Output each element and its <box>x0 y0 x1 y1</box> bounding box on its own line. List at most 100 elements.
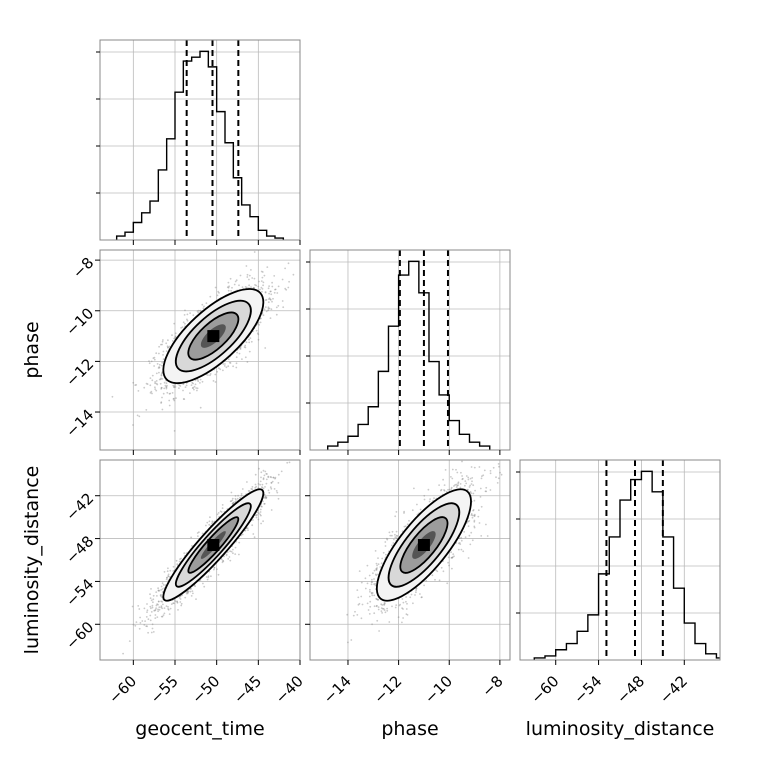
sample-point <box>138 627 141 630</box>
sample-point <box>186 592 189 595</box>
sample-point <box>159 382 162 385</box>
sample-point <box>263 274 266 277</box>
sample-point <box>294 456 296 458</box>
sample-point <box>257 323 259 325</box>
sample-point <box>268 285 270 287</box>
sample-point <box>145 616 148 618</box>
sample-point <box>267 301 270 304</box>
sample-point <box>145 409 148 411</box>
sample-point <box>197 311 200 314</box>
sample-point <box>229 559 232 562</box>
sample-point <box>206 578 209 581</box>
sample-point <box>180 557 183 560</box>
sample-point <box>166 570 169 573</box>
sample-point <box>274 477 276 480</box>
sample-point <box>247 529 249 531</box>
sample-point <box>146 603 148 605</box>
sample-point <box>260 522 262 525</box>
sample-point <box>160 388 163 390</box>
sample-point <box>269 317 272 319</box>
sample-point <box>207 575 210 578</box>
sample-point <box>192 382 195 385</box>
sample-point <box>192 314 195 317</box>
sample-point <box>165 605 168 607</box>
sample-point <box>250 269 252 271</box>
sample-point <box>227 286 230 289</box>
sample-point <box>165 382 168 385</box>
sample-point <box>184 386 187 388</box>
sample-point <box>238 541 241 544</box>
sample-point <box>261 505 263 508</box>
sample-point <box>156 363 159 365</box>
sample-point <box>262 469 265 472</box>
sample-point <box>197 309 200 312</box>
sample-point <box>277 482 280 484</box>
sample-point <box>253 277 256 280</box>
sample-point <box>187 590 190 593</box>
sample-point <box>239 496 242 499</box>
sample-point <box>153 609 156 612</box>
sample-point <box>161 615 164 618</box>
sample-point <box>143 607 146 610</box>
sample-point <box>111 395 114 398</box>
sample-point <box>149 377 152 379</box>
sample-point <box>175 397 177 399</box>
sample-point <box>270 308 273 311</box>
sample-point <box>259 321 262 324</box>
sample-point <box>263 474 266 477</box>
sample-point <box>196 532 199 534</box>
sample-point <box>155 372 158 375</box>
sample-point <box>263 308 266 311</box>
sample-point <box>172 384 175 387</box>
sample-point <box>153 365 156 367</box>
sample-point <box>164 384 167 387</box>
sample-point <box>230 290 233 292</box>
sample-point <box>157 608 159 611</box>
sample-point <box>255 284 258 287</box>
sample-point <box>259 480 262 483</box>
sample-point <box>216 568 218 571</box>
sample-point <box>230 491 233 494</box>
sample-point <box>160 372 163 375</box>
sample-point <box>150 390 153 393</box>
sample-point <box>263 493 266 496</box>
sample-point <box>147 631 150 634</box>
sample-point <box>292 273 295 276</box>
sample-point <box>266 266 269 268</box>
sample-point <box>213 566 216 569</box>
sample-point <box>227 365 230 368</box>
sample-point <box>155 352 158 355</box>
sample-point <box>145 625 148 627</box>
sample-point <box>191 381 194 384</box>
sample-point <box>288 461 291 464</box>
sample-point <box>191 387 194 389</box>
sample-point <box>248 284 251 287</box>
sample-point <box>192 386 195 389</box>
sample-point <box>246 273 249 276</box>
sample-point <box>162 339 164 341</box>
sample-point <box>182 389 184 392</box>
sample-point <box>146 383 149 385</box>
sample-point <box>269 290 272 293</box>
sample-point <box>163 571 166 573</box>
sample-point <box>264 299 267 301</box>
sample-point <box>250 488 253 490</box>
sample-point <box>151 627 154 630</box>
sample-point <box>246 286 248 289</box>
sample-point <box>134 384 137 386</box>
sample-point <box>271 300 273 303</box>
sample-point <box>263 497 266 499</box>
sample-point <box>221 504 224 506</box>
sample-point <box>284 287 287 290</box>
sample-point <box>262 284 264 287</box>
sample-point <box>261 486 264 489</box>
sample-point <box>264 291 267 294</box>
sample-point <box>245 341 248 344</box>
sample-point <box>161 340 164 343</box>
sample-point <box>162 584 165 586</box>
sample-point <box>165 342 168 345</box>
sample-point <box>128 640 131 642</box>
sample-point <box>261 276 264 279</box>
sample-point <box>209 373 212 375</box>
sample-point <box>248 350 251 353</box>
